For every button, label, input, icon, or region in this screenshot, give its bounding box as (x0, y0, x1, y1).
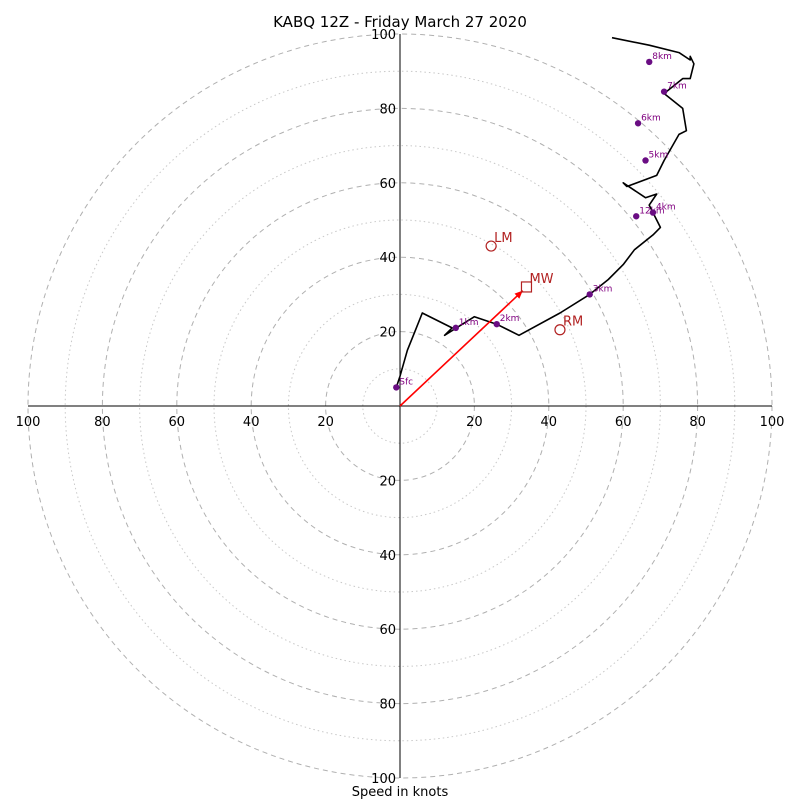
motion-label-mw: MW (529, 272, 553, 287)
storm-motion-markers: LM RM MW (485, 231, 583, 336)
height-marker-3km (586, 291, 593, 298)
y-tick-label-top: 100 (371, 28, 396, 43)
height-markers: Sfc1km2km3km12km4km5km6km7km8km (393, 52, 687, 391)
chart-title: KABQ 12Z - Friday March 27 2020 (273, 13, 527, 31)
y-tick-label-top: 20 (379, 326, 396, 341)
x-tick-label: 100 (760, 415, 785, 430)
motion-label-lm: LM (494, 231, 512, 246)
y-tick-label-top: 80 (379, 102, 396, 117)
height-label-4km: 4km (656, 203, 676, 213)
height-marker-6km (634, 120, 642, 127)
mean-wind-vector (399, 290, 524, 407)
height-label-6km: 6km (641, 113, 661, 123)
height-marker-12km (633, 213, 640, 220)
x-tick-label: 100 (16, 415, 41, 430)
height-marker-5km (642, 157, 649, 164)
y-tick-label-top: 60 (379, 177, 396, 192)
y-tick-label-bottom: 100 (371, 772, 396, 787)
x-tick-label: 80 (689, 415, 706, 430)
height-label-7km: 7km (667, 82, 687, 92)
height-marker-7km (660, 88, 668, 95)
height-label-sfc: Sfc (399, 377, 413, 387)
x-tick-label: 20 (466, 415, 483, 430)
height-marker-1km (452, 324, 459, 332)
hodograph-trace (395, 36, 695, 388)
x-tick-label: 40 (541, 415, 558, 430)
height-marker-4km (649, 209, 657, 216)
motion-marker-mw (520, 281, 533, 293)
mean-wind-arrowhead (514, 290, 523, 299)
height-marker-8km (646, 58, 653, 66)
height-label-8km: 8km (652, 52, 672, 62)
tick-labels: 100 80 60 40 20 20 40 60 80 100 20 20 40 40 60 60 80 80 10… (16, 28, 785, 787)
y-tick-label-bottom: 80 (379, 698, 396, 713)
y-tick-label-bottom: 40 (379, 549, 396, 564)
y-tick-label-bottom: 60 (379, 623, 396, 638)
x-tick-label: 20 (317, 415, 334, 430)
height-label-5km: 5km (649, 150, 669, 160)
motion-marker-lm (485, 240, 497, 252)
x-tick-label: 60 (169, 415, 186, 430)
height-marker-2km (493, 320, 500, 328)
motion-marker-rm (554, 324, 566, 336)
y-tick-label-bottom: 20 (379, 474, 396, 489)
x-axis-label: Speed in knots (352, 785, 449, 800)
height-label-1km: 1km (459, 318, 479, 328)
hodograph-trace-group (395, 36, 695, 407)
height-label-2km: 2km (500, 314, 520, 324)
x-tick-label: 40 (243, 415, 260, 430)
x-tick-label: 60 (615, 415, 632, 430)
motion-label-rm: RM (563, 315, 583, 330)
height-label-3km: 3km (593, 284, 613, 294)
y-tick-label-top: 40 (379, 251, 396, 266)
height-marker-sfc (393, 384, 400, 391)
x-tick-label: 80 (94, 415, 111, 430)
